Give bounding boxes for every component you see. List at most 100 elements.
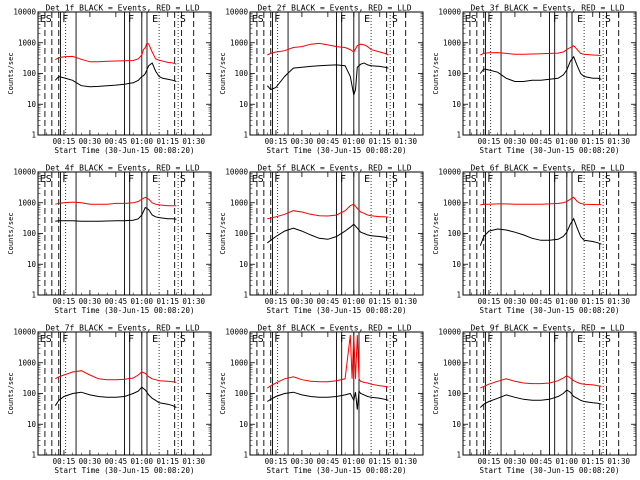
- marker-letter: F: [340, 174, 346, 185]
- marker-letter: E: [577, 14, 583, 25]
- marker-letter: ES: [465, 334, 477, 345]
- x-tick-label: 00:45: [105, 457, 128, 466]
- marker-letter: S: [605, 14, 611, 25]
- y-axis-label: Counts/sec: [432, 52, 440, 94]
- x-tick-label: 00:30: [79, 457, 102, 466]
- y-tick-label: 1000: [443, 358, 462, 367]
- marker-letter: F: [128, 334, 134, 345]
- panel-det-4: Det 4f BLACK = Events, RED = LLD 1 10 100 10…: [7, 164, 212, 315]
- marker-letter: F: [62, 334, 68, 345]
- series-events-line: [479, 55, 602, 82]
- x-tick-label: 00:15: [53, 457, 76, 466]
- x-tick-label: 00:45: [317, 137, 340, 146]
- panel-title: Det 6f BLACK = Events, RED = LLD: [470, 164, 624, 173]
- x-tick-label: 01:15: [368, 137, 391, 146]
- panel-det-2: Det 2f BLACK = Events, RED = LLD 1 10 100 10…: [219, 4, 424, 155]
- y-tick-label: 1000: [443, 198, 462, 207]
- y-tick-label: 10000: [438, 168, 461, 177]
- x-tick-label: 01:30: [394, 457, 417, 466]
- series-lld-line: [480, 196, 602, 206]
- x-tick-label: 00:30: [291, 137, 314, 146]
- series-lld-line: [267, 42, 389, 56]
- marker-letter: F: [553, 14, 559, 25]
- marker-letter: ES: [40, 174, 52, 185]
- x-tick-label: 00:45: [317, 297, 340, 306]
- x-tick-label: 01:30: [182, 297, 205, 306]
- x-tick-label: 00:30: [79, 297, 102, 306]
- x-tick-label: 00:30: [504, 137, 527, 146]
- x-tick-label: 00:30: [504, 297, 527, 306]
- y-axis-label: Counts/sec: [7, 212, 15, 254]
- y-tick-label: 100: [22, 229, 36, 238]
- y-tick-label: 100: [447, 229, 461, 238]
- panel-title: Det 9f BLACK = Events, RED = LLD: [470, 324, 624, 333]
- y-tick-label: 1: [31, 291, 36, 300]
- marker-letter: S: [392, 334, 398, 345]
- series-events-line: [55, 206, 177, 222]
- x-tick-label: 00:15: [478, 457, 501, 466]
- marker-letter: ES: [40, 334, 52, 345]
- x-tick-label: 01:15: [156, 457, 179, 466]
- x-tick-label: 00:45: [530, 457, 553, 466]
- y-tick-label: 10000: [13, 8, 36, 17]
- panel-det-7: Det 7f BLACK = Events, RED = LLD 1 10 100 10…: [7, 324, 212, 475]
- panel-det-9: Det 9f BLACK = Events, RED = LLD 1 10 100 10…: [432, 324, 637, 475]
- x-tick-label: 01:00: [131, 137, 154, 146]
- marker-letter: S: [392, 174, 398, 185]
- series-events-line: [266, 62, 389, 96]
- x-tick-label: 01:00: [556, 457, 579, 466]
- x-tick-label: 00:15: [478, 297, 501, 306]
- marker-letter: F: [487, 174, 493, 185]
- x-tick-label: 01:15: [368, 297, 391, 306]
- marker-letter: S: [605, 334, 611, 345]
- y-tick-label: 1: [243, 131, 248, 140]
- y-tick-label: 100: [234, 229, 248, 238]
- marker-letter: E: [364, 174, 370, 185]
- x-tick-label: 01:00: [556, 297, 579, 306]
- x-tick-label: 01:15: [581, 457, 604, 466]
- y-tick-label: 100: [447, 69, 461, 78]
- x-tick-label: 01:15: [581, 297, 604, 306]
- x-tick-label: 01:15: [581, 137, 604, 146]
- marker-letter: ES: [252, 14, 264, 25]
- marker-letter: E: [152, 174, 158, 185]
- series-lld-line: [267, 334, 389, 389]
- x-axis-label: Start Time (30-Jun-15 00:08:20): [267, 146, 407, 155]
- y-tick-label: 1: [456, 291, 461, 300]
- panel-title: Det 3f BLACK = Events, RED = LLD: [470, 4, 624, 13]
- series-events-line: [267, 389, 389, 410]
- x-axis-label: Start Time (30-Jun-15 00:08:20): [55, 466, 195, 475]
- x-tick-label: 01:15: [156, 137, 179, 146]
- y-axis-label: Counts/sec: [7, 52, 15, 94]
- panel-title: Det 1f BLACK = Events, RED = LLD: [45, 4, 199, 13]
- marker-letter: S: [180, 174, 186, 185]
- marker-letter: F: [340, 334, 346, 345]
- series-events-line: [479, 217, 602, 246]
- y-tick-label: 1000: [230, 38, 249, 47]
- x-tick-label: 00:30: [291, 297, 314, 306]
- marker-letter: F: [274, 334, 280, 345]
- marker-letter: S: [605, 174, 611, 185]
- y-tick-label: 1000: [18, 358, 37, 367]
- marker-letter: F: [487, 334, 493, 345]
- x-tick-label: 00:45: [105, 297, 128, 306]
- y-tick-label: 1000: [230, 358, 249, 367]
- x-axis-label: Start Time (30-Jun-15 00:08:20): [55, 146, 195, 155]
- y-tick-label: 10000: [225, 168, 248, 177]
- panel-det-5: Det 5f BLACK = Events, RED = LLD 1 10 100 10…: [219, 164, 424, 315]
- series-lld-line: [55, 370, 177, 383]
- x-tick-label: 00:15: [265, 297, 288, 306]
- marker-letter: F: [340, 14, 346, 25]
- x-tick-label: 00:15: [265, 137, 288, 146]
- y-tick-label: 1: [243, 451, 248, 460]
- x-tick-label: 00:30: [504, 457, 527, 466]
- x-axis-label: Start Time (30-Jun-15 00:08:20): [267, 306, 407, 315]
- marker-letter: E: [364, 14, 370, 25]
- x-tick-label: 01:00: [343, 297, 366, 306]
- y-axis-label: Counts/sec: [219, 212, 227, 254]
- x-tick-label: 00:45: [105, 137, 128, 146]
- marker-letter: E: [577, 174, 583, 185]
- marker-letter: F: [553, 334, 559, 345]
- series-lld-line: [55, 41, 177, 65]
- y-tick-label: 100: [234, 389, 248, 398]
